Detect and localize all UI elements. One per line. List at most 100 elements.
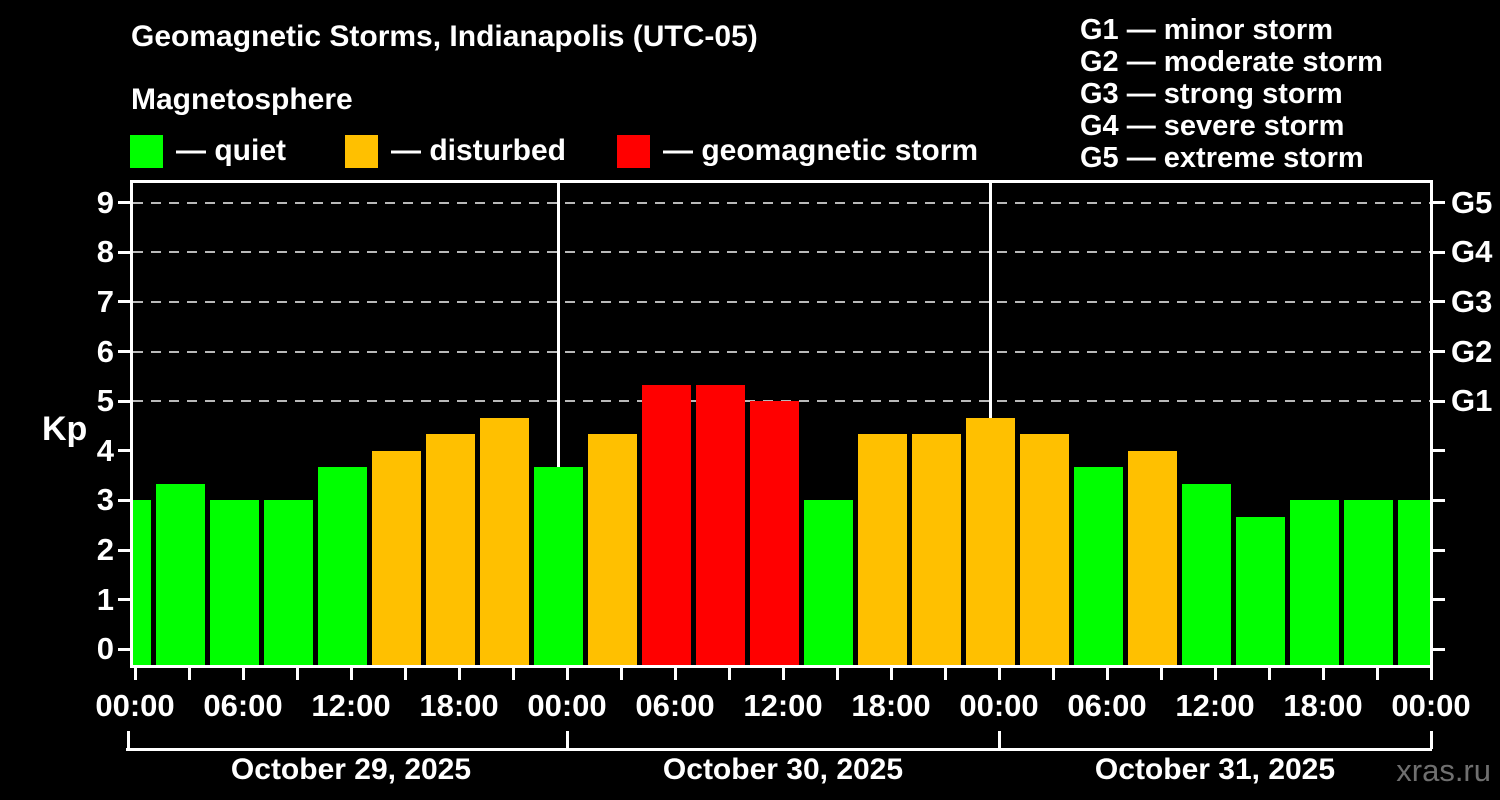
x-axis-tick — [619, 668, 623, 680]
g-legend-line: G1 — minor storm — [1080, 14, 1333, 46]
watermark: xras.ru — [1396, 753, 1491, 788]
gridline-kp6 — [133, 350, 1430, 353]
y-tick-label: 3 — [96, 482, 114, 518]
x-axis-tick — [673, 668, 677, 680]
y-axis-tick — [118, 201, 130, 205]
kp-bar — [803, 500, 853, 665]
plot-area — [130, 180, 1433, 668]
kp-bar — [155, 484, 205, 665]
kp-bar — [317, 467, 367, 665]
time-tick-label: 12:00 — [743, 688, 823, 723]
kp-bar — [1019, 434, 1069, 665]
time-tick-label: 06:00 — [635, 688, 715, 723]
kp-bar — [1235, 516, 1285, 665]
date-label: October 31, 2025 — [1094, 753, 1336, 786]
x-axis-tick — [1105, 668, 1109, 680]
kp-bar — [1073, 467, 1123, 665]
x-axis-tick — [727, 668, 731, 680]
x-axis-tick — [295, 668, 299, 680]
x-axis-tick — [187, 668, 191, 680]
chart-subtitle: Magnetosphere — [131, 83, 353, 116]
kp-bar — [587, 434, 637, 665]
legend-item-storm: — geomagnetic storm — [617, 134, 978, 168]
time-tick-label: 00:00 — [95, 688, 175, 723]
x-axis-tick — [1267, 668, 1271, 680]
y-axis-tick — [118, 548, 130, 552]
y-tick-label: 7 — [96, 283, 114, 319]
x-axis-tick — [781, 668, 785, 680]
y-axis-tick-right — [1433, 647, 1445, 651]
y-axis-tick-right — [1433, 548, 1445, 552]
day-boundary-line — [556, 183, 560, 665]
y-axis-tick-right — [1433, 399, 1445, 403]
date-axis-tick — [1429, 731, 1433, 749]
x-axis-tick — [241, 668, 245, 680]
kp-bar — [695, 384, 745, 665]
disturbed-color-swatch — [345, 134, 378, 168]
x-axis-tick — [997, 668, 1001, 680]
date-axis-line — [126, 748, 1432, 751]
kp-bar — [1343, 500, 1393, 665]
legend-label: — quiet — [176, 134, 286, 167]
kp-bar — [857, 434, 907, 665]
date-axis-tick — [997, 731, 1001, 749]
g-level-label: G5 — [1451, 184, 1493, 220]
x-axis-tick — [133, 668, 137, 680]
time-tick-label: 18:00 — [1283, 688, 1363, 723]
time-tick-label: 06:00 — [1067, 688, 1147, 723]
y-axis-tick-right — [1433, 250, 1445, 254]
kp-bar — [1289, 500, 1339, 665]
time-tick-label: 18:00 — [419, 688, 499, 723]
y-tick-label: 1 — [96, 581, 114, 617]
g-level-label: G1 — [1451, 383, 1493, 419]
y-axis-tick-right — [1433, 350, 1445, 354]
kp-bar — [965, 417, 1015, 665]
x-axis-tick — [889, 668, 893, 680]
x-axis-tick — [511, 668, 515, 680]
x-axis-tick — [1429, 668, 1433, 680]
time-tick-label: 12:00 — [311, 688, 391, 723]
gridline-kp7 — [133, 300, 1430, 303]
g-scale-legend: G1 — minor storm G2 — moderate storm G3 … — [1080, 14, 1383, 174]
kp-bar — [1397, 500, 1430, 665]
y-axis-tick-right — [1433, 201, 1445, 205]
kp-bar — [1181, 484, 1231, 665]
date-axis-tick — [126, 731, 130, 749]
y-axis-tick — [118, 598, 130, 602]
legend-label: — geomagnetic storm — [663, 134, 979, 167]
y-axis-label: Kp — [42, 410, 88, 448]
time-tick-label: 00:00 — [1391, 688, 1471, 723]
date-axis-tick — [565, 731, 569, 749]
kp-bar — [425, 434, 475, 665]
time-tick-label: 00:00 — [527, 688, 607, 723]
gridline-kp9 — [133, 201, 1430, 204]
kp-bar — [1127, 450, 1177, 665]
g-legend-line: G4 — severe storm — [1080, 110, 1345, 142]
g-legend-line: G5 — extreme storm — [1080, 142, 1364, 174]
plot-canvas — [133, 183, 1430, 665]
x-axis-tick — [943, 668, 947, 680]
y-axis-tick — [118, 647, 130, 651]
legend-label: — disturbed — [391, 134, 567, 167]
time-tick-label: 06:00 — [203, 688, 283, 723]
g-level-label: G4 — [1451, 234, 1493, 270]
y-axis-tick-right — [1433, 498, 1445, 502]
y-tick-label: 8 — [96, 234, 114, 270]
gridline-kp8 — [133, 251, 1430, 254]
y-axis-tick-right — [1433, 449, 1445, 453]
time-tick-label: 18:00 — [851, 688, 931, 723]
kp-bar — [371, 450, 421, 665]
g-level-label: G3 — [1451, 283, 1493, 319]
g-level-label: G2 — [1451, 333, 1493, 369]
y-tick-label: 2 — [96, 532, 114, 568]
y-tick-label: 9 — [96, 184, 114, 220]
y-axis-tick — [118, 498, 130, 502]
y-tick-label: 6 — [96, 333, 114, 369]
y-axis-tick-right — [1433, 300, 1445, 304]
date-label: October 29, 2025 — [230, 753, 472, 786]
date-label: October 30, 2025 — [662, 753, 904, 786]
legend-item-quiet: — quiet — [130, 134, 286, 168]
y-axis-tick — [118, 449, 130, 453]
kp-bar — [533, 467, 583, 665]
